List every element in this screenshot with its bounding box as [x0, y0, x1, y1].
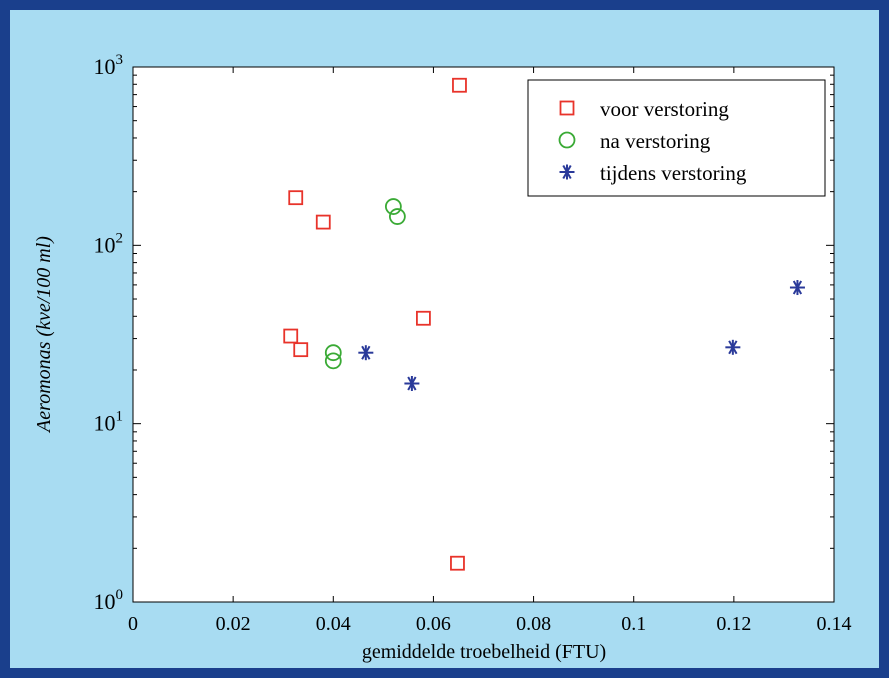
data-point-star: [358, 345, 374, 361]
legend-marker-square: [559, 100, 575, 116]
data-point-square: [315, 214, 331, 230]
x-tick-label: 0: [128, 613, 138, 635]
legend-marker-star: [559, 164, 575, 180]
data-point-square: [452, 77, 467, 93]
data-point-square: [288, 190, 304, 206]
data-point-circle: [388, 208, 406, 225]
data-point-circle: [324, 352, 342, 370]
x-tick-label: 0.1: [621, 613, 646, 635]
legend-label: tijdens verstoring: [600, 161, 747, 185]
data-point-star: [725, 339, 741, 355]
x-axis-label: gemiddelde troebelheid (FTU): [362, 641, 606, 663]
x-tick-label: 0.06: [416, 613, 451, 635]
data-point-square: [416, 310, 431, 326]
y-tick-label: 101: [94, 409, 124, 436]
data-point-star: [404, 375, 420, 391]
scatter-chart: 0 0.02 0.04 0.06 0.08 0.1 0.12 0.14 10010110210…: [33, 52, 852, 663]
data-point-square: [283, 328, 299, 344]
legend-box: [527, 79, 826, 197]
x-tick-label: 0.08: [516, 613, 551, 635]
chart-panel: 0 0.02 0.04 0.06 0.08 0.1 0.12 0.14 100 101 102 10…: [10, 10, 879, 668]
y-tick-label: 103: [94, 52, 124, 79]
data-point-square: [450, 555, 465, 571]
x-tick-label: 0.04: [316, 613, 351, 635]
data-points: [283, 77, 805, 571]
x-axis: 0 0.02 0.04 0.06 0.08 0.1 0.12 0.14: [128, 67, 852, 635]
y-axis: 100 101 102 103: [94, 52, 834, 614]
x-tick-label: 0.14: [817, 613, 852, 635]
data-point-circle: [324, 344, 342, 362]
y-tick-label: 100: [94, 587, 124, 614]
data-point-square: [293, 342, 309, 358]
data-point-star: [789, 280, 805, 296]
data-point-circle: [384, 198, 402, 215]
legend: voor verstoring na verstoring tijdens vers…: [527, 79, 826, 197]
y-axis-label: Aeromonas (kve/100 ml): [33, 236, 55, 434]
x-tick-label: 0.12: [716, 613, 751, 635]
x-tick-label: 0.02: [216, 613, 251, 635]
y-tick-label: 102: [94, 230, 124, 257]
legend-label: na verstoring: [600, 129, 711, 153]
legend-label: voor verstoring: [600, 97, 729, 121]
legend-marker-circle: [558, 131, 576, 149]
